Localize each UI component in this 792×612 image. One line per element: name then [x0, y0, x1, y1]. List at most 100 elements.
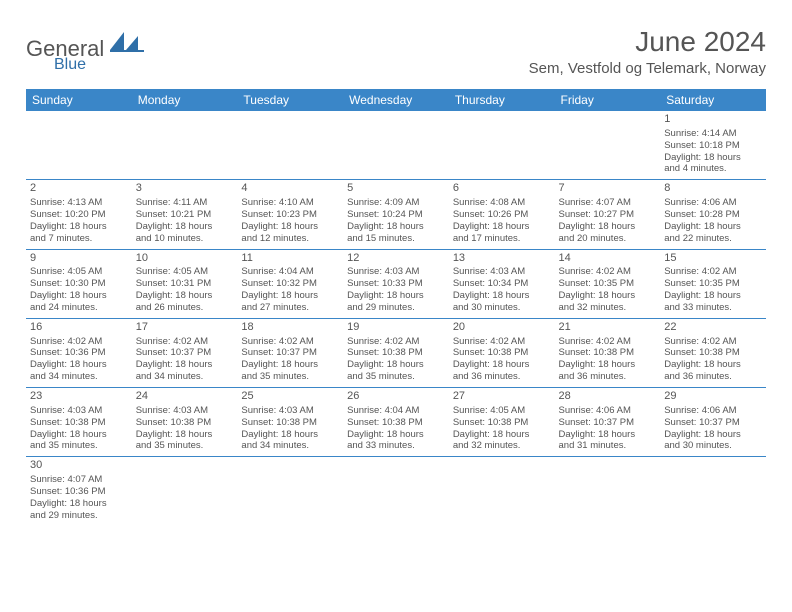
sunset-text: Sunset: 10:38 PM — [559, 347, 657, 359]
daylight2-text: and 20 minutes. — [559, 233, 657, 245]
calendar-week: 9Sunrise: 4:05 AMSunset: 10:30 PMDayligh… — [26, 249, 766, 318]
title-block: June 2024 Sem, Vestfold og Telemark, Nor… — [529, 26, 766, 77]
sail-icon — [110, 32, 146, 52]
daylight2-text: and 29 minutes. — [30, 510, 128, 522]
daylight1-text: Daylight: 18 hours — [241, 429, 339, 441]
sunset-text: Sunset: 10:20 PM — [30, 209, 128, 221]
sunset-text: Sunset: 10:38 PM — [347, 347, 445, 359]
day-number: 3 — [136, 182, 234, 196]
sunrise-text: Sunrise: 4:02 AM — [559, 336, 657, 348]
calendar-cell — [132, 111, 238, 180]
day-number: 2 — [30, 182, 128, 196]
daylight1-text: Daylight: 18 hours — [136, 429, 234, 441]
daylight2-text: and 30 minutes. — [453, 302, 551, 314]
sunset-text: Sunset: 10:38 PM — [453, 347, 551, 359]
day-number: 20 — [453, 321, 551, 335]
sunrise-text: Sunrise: 4:08 AM — [453, 197, 551, 209]
sunrise-text: Sunrise: 4:09 AM — [347, 197, 445, 209]
sunset-text: Sunset: 10:26 PM — [453, 209, 551, 221]
daylight1-text: Daylight: 18 hours — [453, 359, 551, 371]
col-tuesday: Tuesday — [237, 89, 343, 111]
sunset-text: Sunset: 10:38 PM — [664, 347, 762, 359]
daylight1-text: Daylight: 18 hours — [136, 290, 234, 302]
col-monday: Monday — [132, 89, 238, 111]
day-number: 25 — [241, 390, 339, 404]
daylight2-text: and 24 minutes. — [30, 302, 128, 314]
daylight2-text: and 29 minutes. — [347, 302, 445, 314]
calendar-week: 16Sunrise: 4:02 AMSunset: 10:36 PMDaylig… — [26, 318, 766, 387]
sunrise-text: Sunrise: 4:06 AM — [664, 197, 762, 209]
day-number: 10 — [136, 252, 234, 266]
day-number: 8 — [664, 182, 762, 196]
day-number: 27 — [453, 390, 551, 404]
location-text: Sem, Vestfold og Telemark, Norway — [529, 60, 766, 77]
calendar-week: 23 Sunrise: 4:03 AM Sunset: 10:38 PM Daylig… — [26, 388, 766, 457]
day-number: 29 — [664, 390, 762, 404]
calendar-page: General Blue June 2024 Sem, Vestfold og … — [0, 0, 792, 526]
day-number: 11 — [241, 252, 339, 266]
daylight1-text: Daylight: 18 hours — [664, 359, 762, 371]
sunrise-text: Sunrise: 4:04 AM — [347, 405, 445, 417]
daylight2-text: and 34 minutes. — [136, 371, 234, 383]
sunrise-text: Sunrise: 4:05 AM — [453, 405, 551, 417]
sunrise-text: Sunrise: 4:02 AM — [559, 266, 657, 278]
daylight2-text: and 34 minutes. — [241, 440, 339, 452]
sunrise-text: Sunrise: 4:04 AM — [241, 266, 339, 278]
daylight2-text: and 27 minutes. — [241, 302, 339, 314]
sunrise-text: Sunrise: 4:03 AM — [241, 405, 339, 417]
calendar-cell: 5Sunrise: 4:09 AMSunset: 10:24 PMDayligh… — [343, 180, 449, 249]
day-number: 14 — [559, 252, 657, 266]
sunrise-text: Sunrise: 4:07 AM — [559, 197, 657, 209]
daylight1-text: Daylight: 18 hours — [559, 429, 657, 441]
daylight2-text: and 36 minutes. — [559, 371, 657, 383]
calendar-cell: 16Sunrise: 4:02 AMSunset: 10:36 PMDaylig… — [26, 318, 132, 387]
calendar-table: Sunday Monday Tuesday Wednesday Thursday… — [26, 89, 766, 526]
sunrise-text: Sunrise: 4:14 AM — [664, 128, 762, 140]
calendar-cell: 4Sunrise: 4:10 AMSunset: 10:23 PMDayligh… — [237, 180, 343, 249]
sunrise-text: Sunrise: 4:03 AM — [453, 266, 551, 278]
sunset-text: Sunset: 10:37 PM — [559, 417, 657, 429]
day-number: 23 — [30, 390, 128, 404]
daylight1-text: Daylight: 18 hours — [347, 359, 445, 371]
sunset-text: Sunset: 10:38 PM — [347, 417, 445, 429]
day-number: 1 — [664, 113, 762, 127]
sunrise-text: Sunrise: 4:13 AM — [30, 197, 128, 209]
sunset-text: Sunset: 10:33 PM — [347, 278, 445, 290]
col-sunday: Sunday — [26, 89, 132, 111]
daylight1-text: Daylight: 18 hours — [241, 221, 339, 233]
calendar-cell — [237, 457, 343, 526]
day-number: 30 — [30, 459, 128, 473]
sunset-text: Sunset: 10:37 PM — [241, 347, 339, 359]
sunrise-text: Sunrise: 4:05 AM — [30, 266, 128, 278]
calendar-week: 30Sunrise: 4:07 AMSunset: 10:36 PMDaylig… — [26, 457, 766, 526]
sunset-text: Sunset: 10:27 PM — [559, 209, 657, 221]
calendar-cell — [555, 457, 661, 526]
header: General Blue June 2024 Sem, Vestfold og … — [26, 26, 766, 77]
day-number: 28 — [559, 390, 657, 404]
sunset-text: Sunset: 10:36 PM — [30, 347, 128, 359]
calendar-cell — [449, 111, 555, 180]
daylight2-text: and 7 minutes. — [30, 233, 128, 245]
sunset-text: Sunset: 10:18 PM — [664, 140, 762, 152]
sunset-text: Sunset: 10:30 PM — [30, 278, 128, 290]
sunset-text: Sunset: 10:23 PM — [241, 209, 339, 221]
calendar-cell — [132, 457, 238, 526]
daylight2-text: and 36 minutes. — [453, 371, 551, 383]
daylight2-text: and 17 minutes. — [453, 233, 551, 245]
day-number: 17 — [136, 321, 234, 335]
sunrise-text: Sunrise: 4:02 AM — [136, 336, 234, 348]
sunrise-text: Sunrise: 4:06 AM — [664, 405, 762, 417]
daylight1-text: Daylight: 18 hours — [453, 290, 551, 302]
calendar-cell: 30Sunrise: 4:07 AMSunset: 10:36 PMDaylig… — [26, 457, 132, 526]
sunset-text: Sunset: 10:37 PM — [136, 347, 234, 359]
col-friday: Friday — [555, 89, 661, 111]
sunset-text: Sunset: 10:21 PM — [136, 209, 234, 221]
calendar-cell: 15Sunrise: 4:02 AMSunset: 10:35 PMDaylig… — [660, 249, 766, 318]
daylight1-text: Daylight: 18 hours — [30, 429, 128, 441]
daylight2-text: and 35 minutes. — [136, 440, 234, 452]
col-wednesday: Wednesday — [343, 89, 449, 111]
calendar-cell: 12Sunrise: 4:03 AMSunset: 10:33 PMDaylig… — [343, 249, 449, 318]
calendar-cell: 29Sunrise: 4:06 AMSunset: 10:37 PMDaylig… — [660, 388, 766, 457]
sunset-text: Sunset: 10:34 PM — [453, 278, 551, 290]
calendar-cell: 18Sunrise: 4:02 AMSunset: 10:37 PMDaylig… — [237, 318, 343, 387]
